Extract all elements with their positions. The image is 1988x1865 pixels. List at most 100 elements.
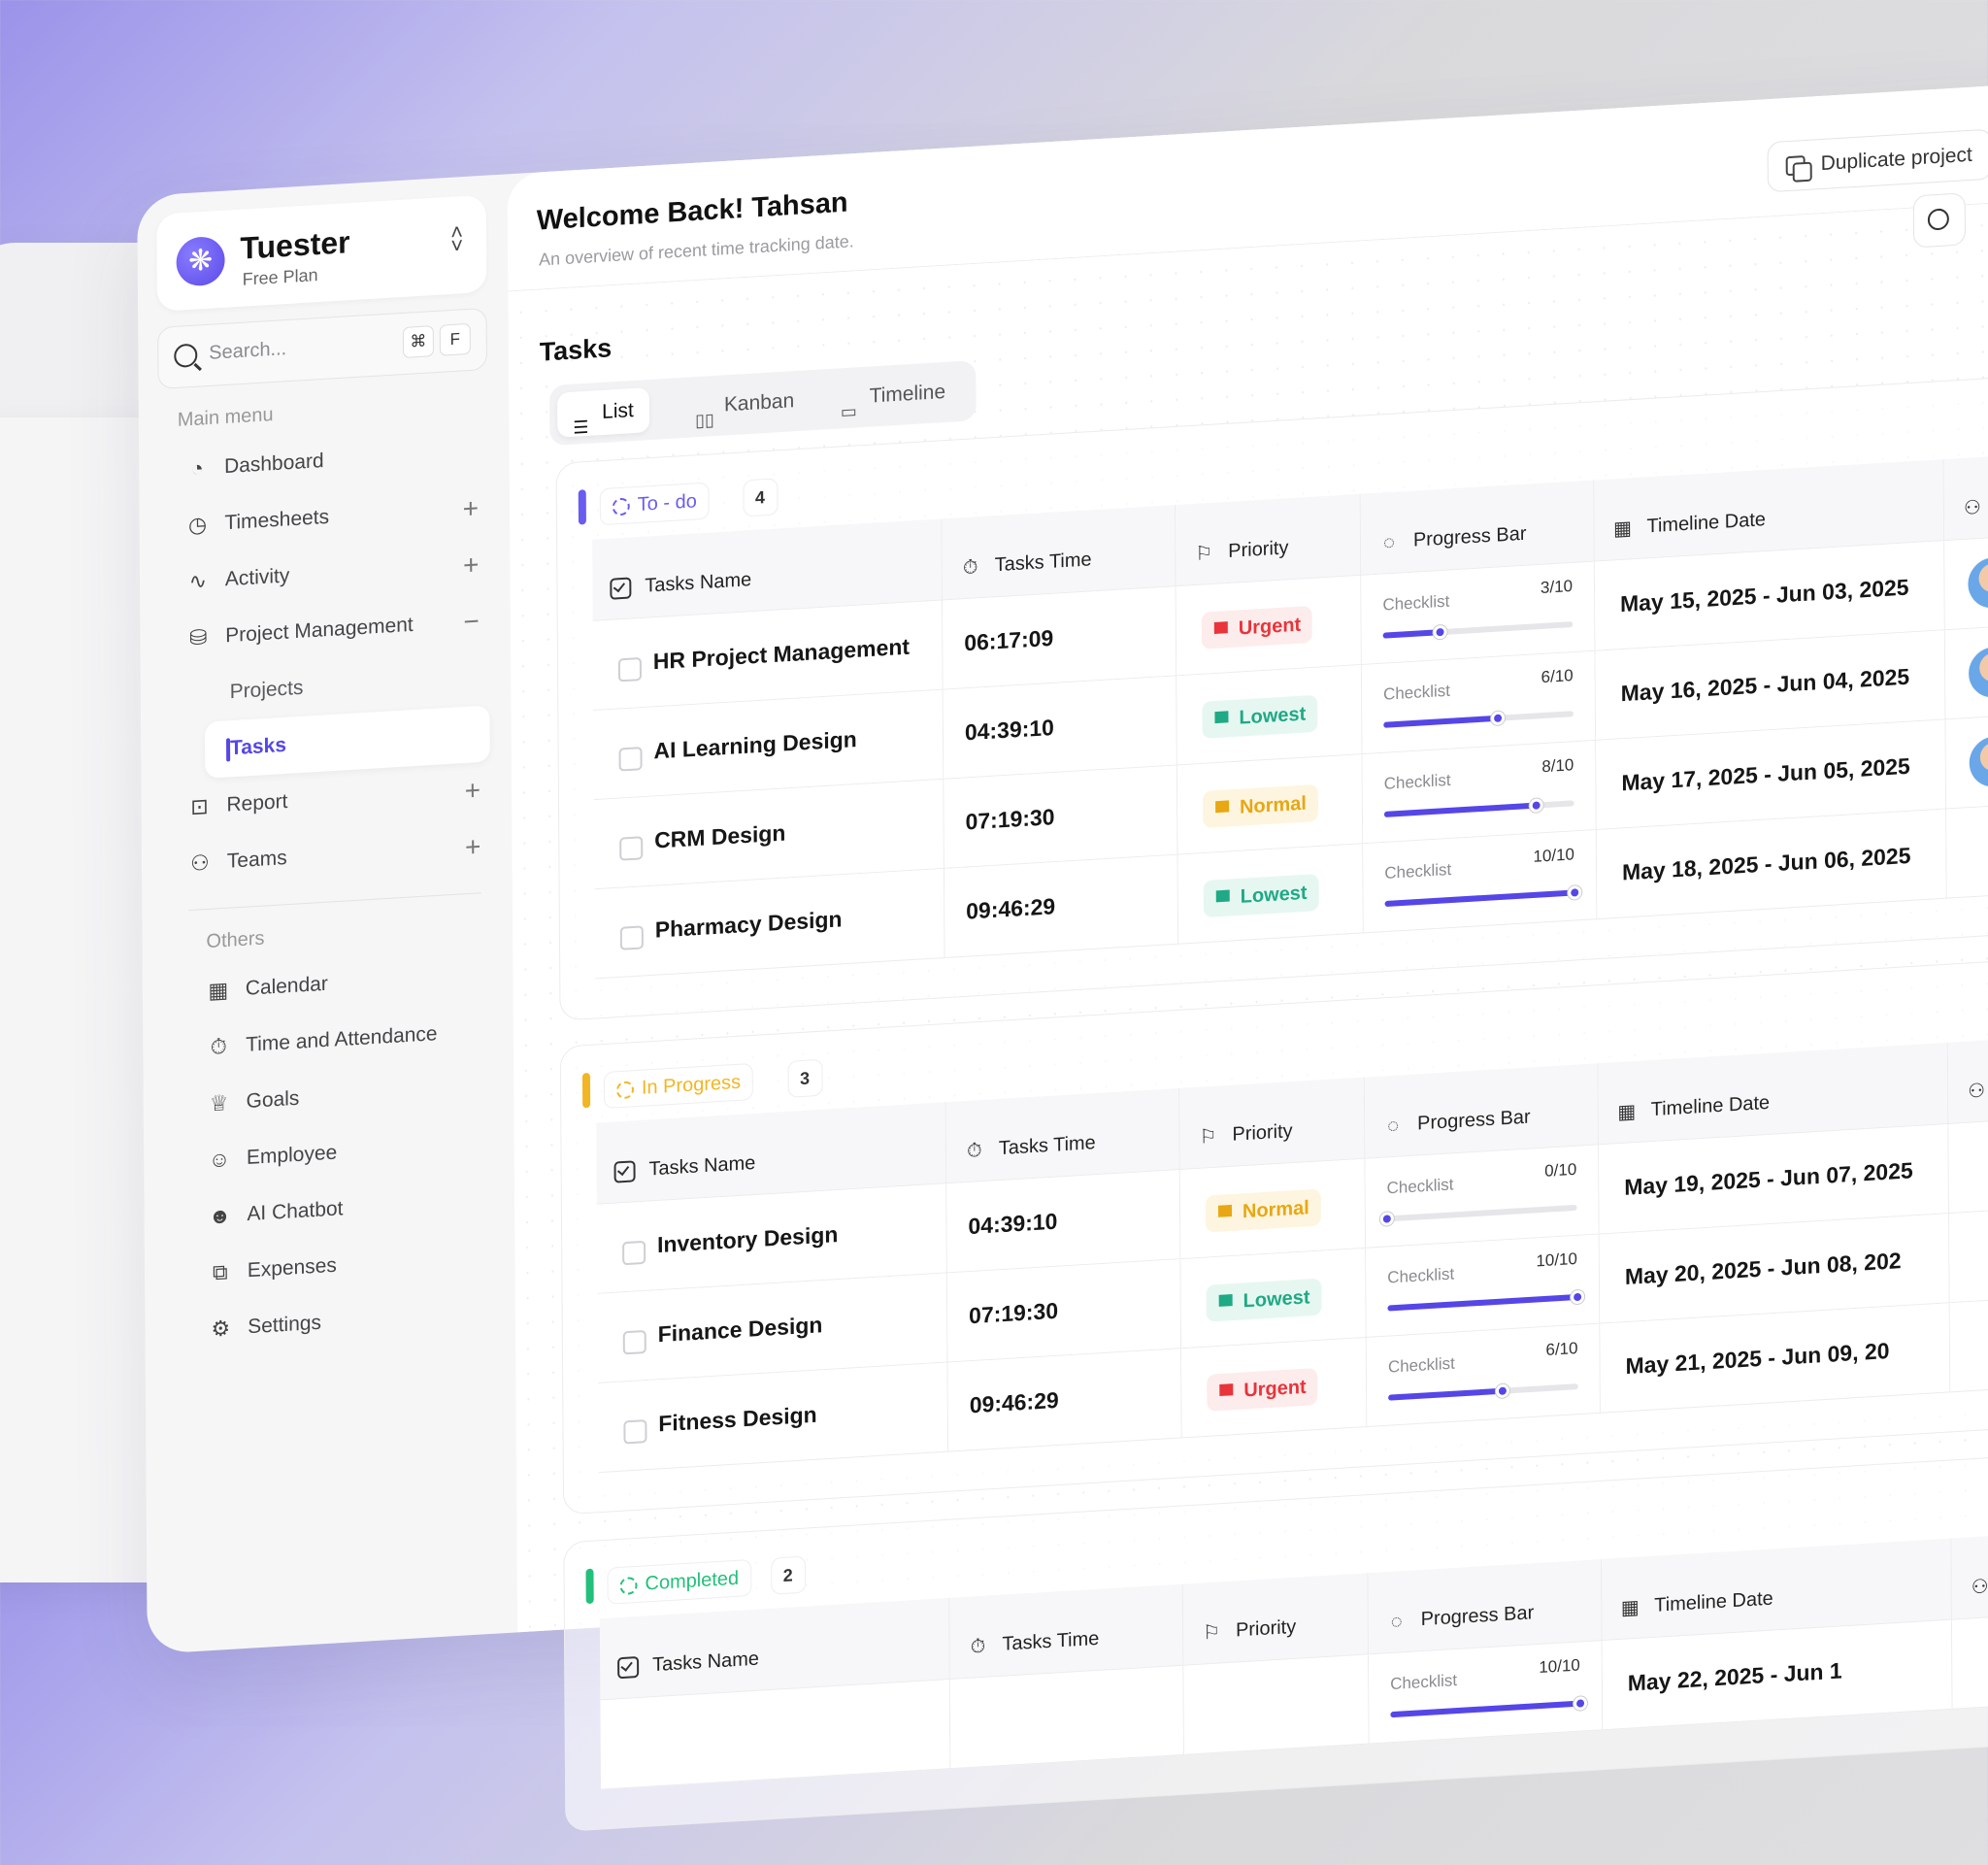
task-name[interactable]: Pharmacy Design [655, 906, 843, 943]
avatar[interactable] [1968, 556, 1988, 610]
group-status-pill[interactable]: To - do [600, 483, 710, 526]
search-icon [1928, 208, 1949, 230]
priority-badge[interactable]: Urgent [1202, 606, 1313, 649]
select-all-checkbox[interactable] [617, 1656, 639, 1679]
search-box[interactable]: Search... ⌘ F [157, 308, 487, 389]
sidebar-item-label: Project Management [225, 614, 414, 649]
progress-header[interactable]: ◌Progress Bar [1368, 1559, 1602, 1654]
tab-timeline[interactable]: ▭ Timeline [825, 369, 962, 421]
column-label: Priority [1236, 1616, 1296, 1643]
priority-cell[interactable]: Normal [1177, 754, 1363, 854]
column-label: Tasks Time [1002, 1628, 1099, 1656]
task-checkbox[interactable] [618, 657, 642, 682]
group-status-pill[interactable]: Completed [607, 1559, 751, 1605]
group-status-pill[interactable]: In Progress [604, 1063, 753, 1109]
progress-knob[interactable] [1380, 1212, 1394, 1226]
task-name[interactable]: Fitness Design [658, 1402, 817, 1438]
select-all-checkbox[interactable] [614, 1160, 636, 1182]
column-label: Tasks Name [645, 569, 751, 598]
progress-fill [1385, 889, 1575, 907]
task-checkbox[interactable] [620, 925, 644, 949]
assignee-cell [1946, 802, 1988, 898]
assignee-header[interactable]: ⚇A [1951, 1531, 1988, 1619]
task-checkbox[interactable] [619, 747, 643, 771]
priority-badge[interactable]: Urgent [1207, 1368, 1318, 1412]
progress-track [1384, 800, 1574, 817]
priority-cell[interactable]: Urgent [1176, 576, 1362, 676]
progress-knob[interactable] [1433, 625, 1446, 640]
progress-knob[interactable] [1529, 798, 1542, 813]
priority-cell[interactable]: Lowest [1176, 665, 1362, 765]
status-icon [613, 497, 630, 516]
priority-cell[interactable]: Normal [1180, 1159, 1366, 1259]
priority-badge[interactable]: Lowest [1202, 695, 1317, 739]
expand-plus-icon[interactable]: + [463, 493, 480, 525]
workspace-name: Tuester [240, 224, 349, 267]
expand-plus-icon[interactable]: + [465, 831, 481, 863]
task-name[interactable]: AI Learning Design [653, 726, 856, 764]
task-time: 07:19:30 [965, 804, 1054, 835]
tasks-time-header[interactable]: ⏱Tasks Time [942, 505, 1176, 600]
priority-cell[interactable]: Lowest [1180, 1249, 1366, 1349]
priority-header[interactable]: ⚐Priority [1183, 1573, 1369, 1665]
group-status-label: Completed [645, 1568, 739, 1595]
group-status-label: In Progress [642, 1072, 741, 1099]
flag-icon [1216, 889, 1230, 902]
task-name[interactable]: HR Project Management [653, 634, 910, 676]
priority-badge[interactable]: Lowest [1207, 1279, 1322, 1322]
tasks-time-header[interactable]: ⏱Tasks Time [946, 1088, 1180, 1183]
flag-icon [1215, 800, 1229, 813]
priority-badge[interactable]: Normal [1206, 1188, 1321, 1232]
task-time: 09:46:29 [966, 893, 1055, 924]
priority-cell[interactable]: Lowest [1178, 844, 1364, 944]
task-name[interactable]: Inventory Design [657, 1221, 838, 1258]
checklist-label: Checklist [1387, 1264, 1454, 1287]
progress-knob[interactable] [1495, 1383, 1508, 1398]
tasks-time-header[interactable]: ⏱ Tasks Time [949, 1584, 1183, 1680]
group-count-badge: 3 [787, 1059, 822, 1098]
progress-knob[interactable] [1574, 1696, 1587, 1711]
assignee-header[interactable]: ⚇A [1944, 452, 1988, 541]
priority-header[interactable]: ⚐Priority [1179, 1078, 1365, 1170]
duplicate-project-button[interactable]: Duplicate project [1768, 129, 1988, 193]
priority-cell[interactable]: Urgent [1181, 1338, 1367, 1438]
task-checkbox[interactable] [619, 836, 643, 860]
expand-plus-icon[interactable]: + [463, 550, 480, 582]
tab-kanban[interactable]: ▯▯ Kanban [679, 378, 810, 430]
task-checkbox[interactable] [623, 1419, 646, 1444]
search-input[interactable]: Search... [209, 338, 286, 365]
assignee-header[interactable]: ⚇A [1948, 1036, 1988, 1124]
expand-plus-icon[interactable]: + [465, 775, 481, 807]
progress-track [1388, 1383, 1578, 1401]
progress-knob[interactable] [1571, 1290, 1584, 1305]
priority-badge[interactable]: Lowest [1204, 874, 1319, 917]
task-checkbox[interactable] [622, 1241, 646, 1265]
checklist-count: 6/10 [1545, 1339, 1577, 1360]
task-name[interactable]: Finance Design [658, 1312, 823, 1348]
progress-icon: ◌ [1386, 1611, 1408, 1633]
timeline-date: May 15, 2025 - Jun 03, 2025 [1620, 574, 1909, 617]
progress-knob[interactable] [1568, 885, 1581, 900]
progress-knob[interactable] [1491, 711, 1505, 725]
stopwatch-icon: ⏱ [967, 1636, 988, 1658]
task-name[interactable]: CRM Design [654, 819, 785, 853]
priority-header[interactable]: ⚐Priority [1176, 494, 1361, 586]
avatar[interactable] [1970, 735, 1988, 788]
chevron-updown-icon[interactable]: ˄˅ [450, 225, 463, 253]
task-checkbox[interactable] [623, 1330, 646, 1354]
select-all-checkbox[interactable] [610, 577, 631, 599]
task-time-cell: 06:17:09 [943, 586, 1176, 689]
collapse-minus-icon[interactable]: − [463, 606, 480, 638]
workspace-switcher[interactable]: ❋ Tuester Free Plan ˄˅ [156, 195, 486, 312]
tab-list[interactable]: ☰ List [557, 387, 649, 438]
priority-badge[interactable]: Normal [1203, 784, 1318, 828]
priority-cell[interactable] [1183, 1654, 1369, 1754]
progress-header[interactable]: ◌Progress Bar [1365, 1063, 1599, 1158]
progress-header[interactable]: ◌Progress Bar [1361, 480, 1595, 575]
search-button[interactable] [1913, 192, 1966, 248]
checklist-label: Checklist [1388, 1354, 1455, 1378]
avatar[interactable] [1969, 646, 1988, 699]
